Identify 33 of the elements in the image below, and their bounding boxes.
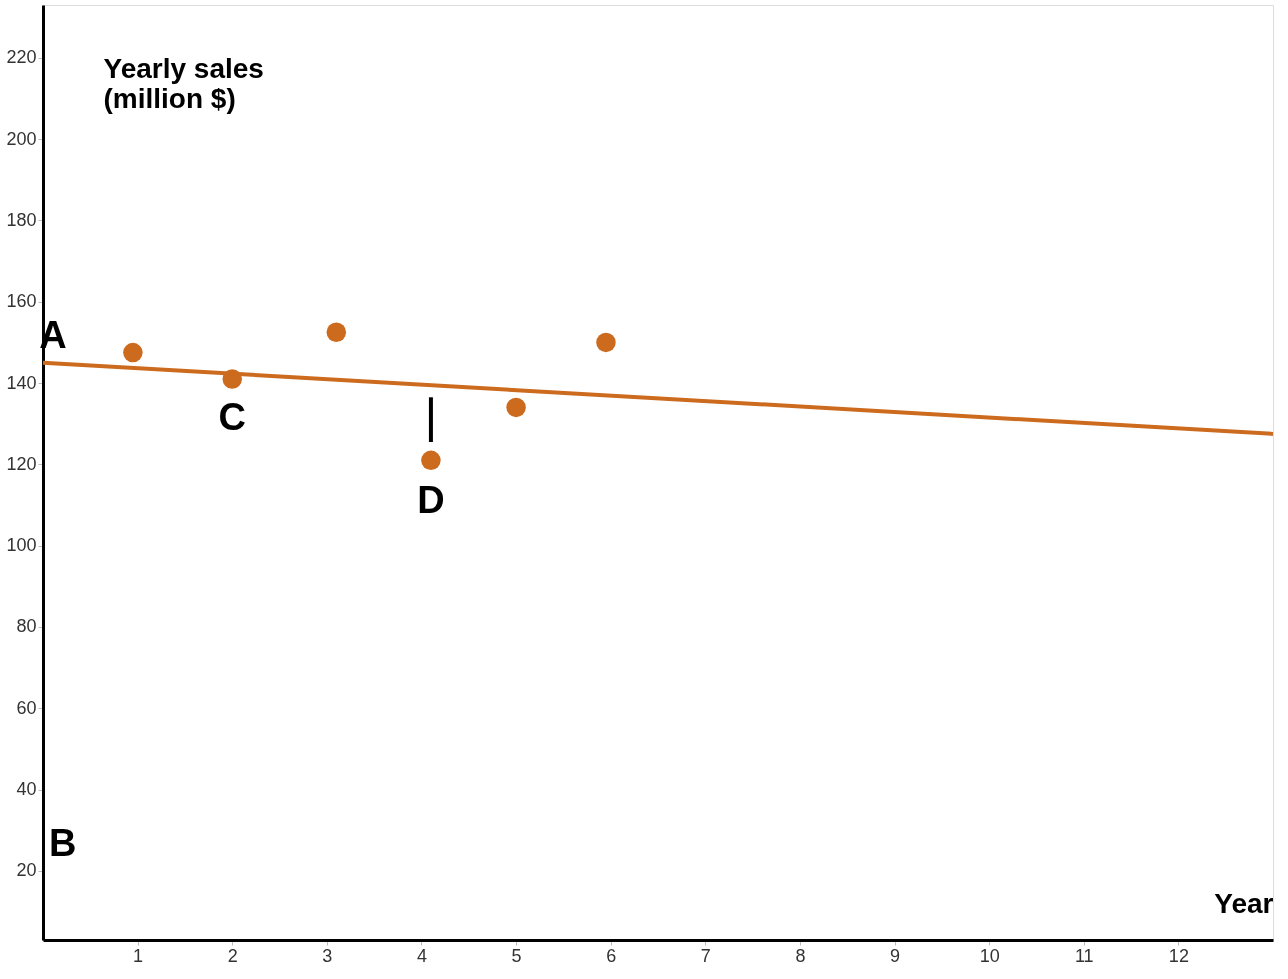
- x-tick-label: 4: [416, 945, 427, 966]
- y-tick-label: 200: [6, 128, 37, 149]
- y-tick-label: 220: [6, 47, 37, 68]
- point: [326, 322, 347, 342]
- y-tick-label: 160: [6, 291, 37, 312]
- x-tick-label: 10: [979, 945, 1000, 966]
- x-tick-label: 2: [227, 945, 238, 966]
- annotation: C: [218, 396, 246, 438]
- y-tick-label: 20: [16, 860, 37, 881]
- y-tick-label: 40: [16, 779, 37, 800]
- x-tick-label: 12: [1168, 945, 1189, 966]
- x-tick-label: 5: [511, 945, 522, 966]
- annotation: B: [49, 822, 77, 864]
- y-tick-label: 60: [16, 697, 37, 718]
- x-tick-label: 7: [700, 945, 711, 966]
- point: [506, 397, 526, 418]
- y-tick-label: 100: [6, 535, 37, 556]
- x-tick-label: 6: [606, 945, 617, 966]
- x-tick-label: 1: [133, 945, 144, 966]
- point: [421, 450, 441, 471]
- y-tick-label: 120: [6, 453, 37, 474]
- x-tick-label: 3: [322, 945, 333, 966]
- y-tick-label: 140: [6, 372, 37, 393]
- x-tick-label: 11: [1074, 945, 1094, 966]
- annotation: D: [417, 479, 445, 522]
- x-tick-label: 9: [890, 945, 901, 966]
- point: [596, 332, 616, 353]
- y-axis-title: Yearly sales (million $): [103, 52, 264, 114]
- y-tick-label: 80: [16, 616, 37, 637]
- y-tick-label: 180: [6, 209, 37, 230]
- x-axis-title: Year: [1214, 887, 1274, 919]
- point: [123, 342, 143, 363]
- x-tick-label: 8: [795, 945, 806, 966]
